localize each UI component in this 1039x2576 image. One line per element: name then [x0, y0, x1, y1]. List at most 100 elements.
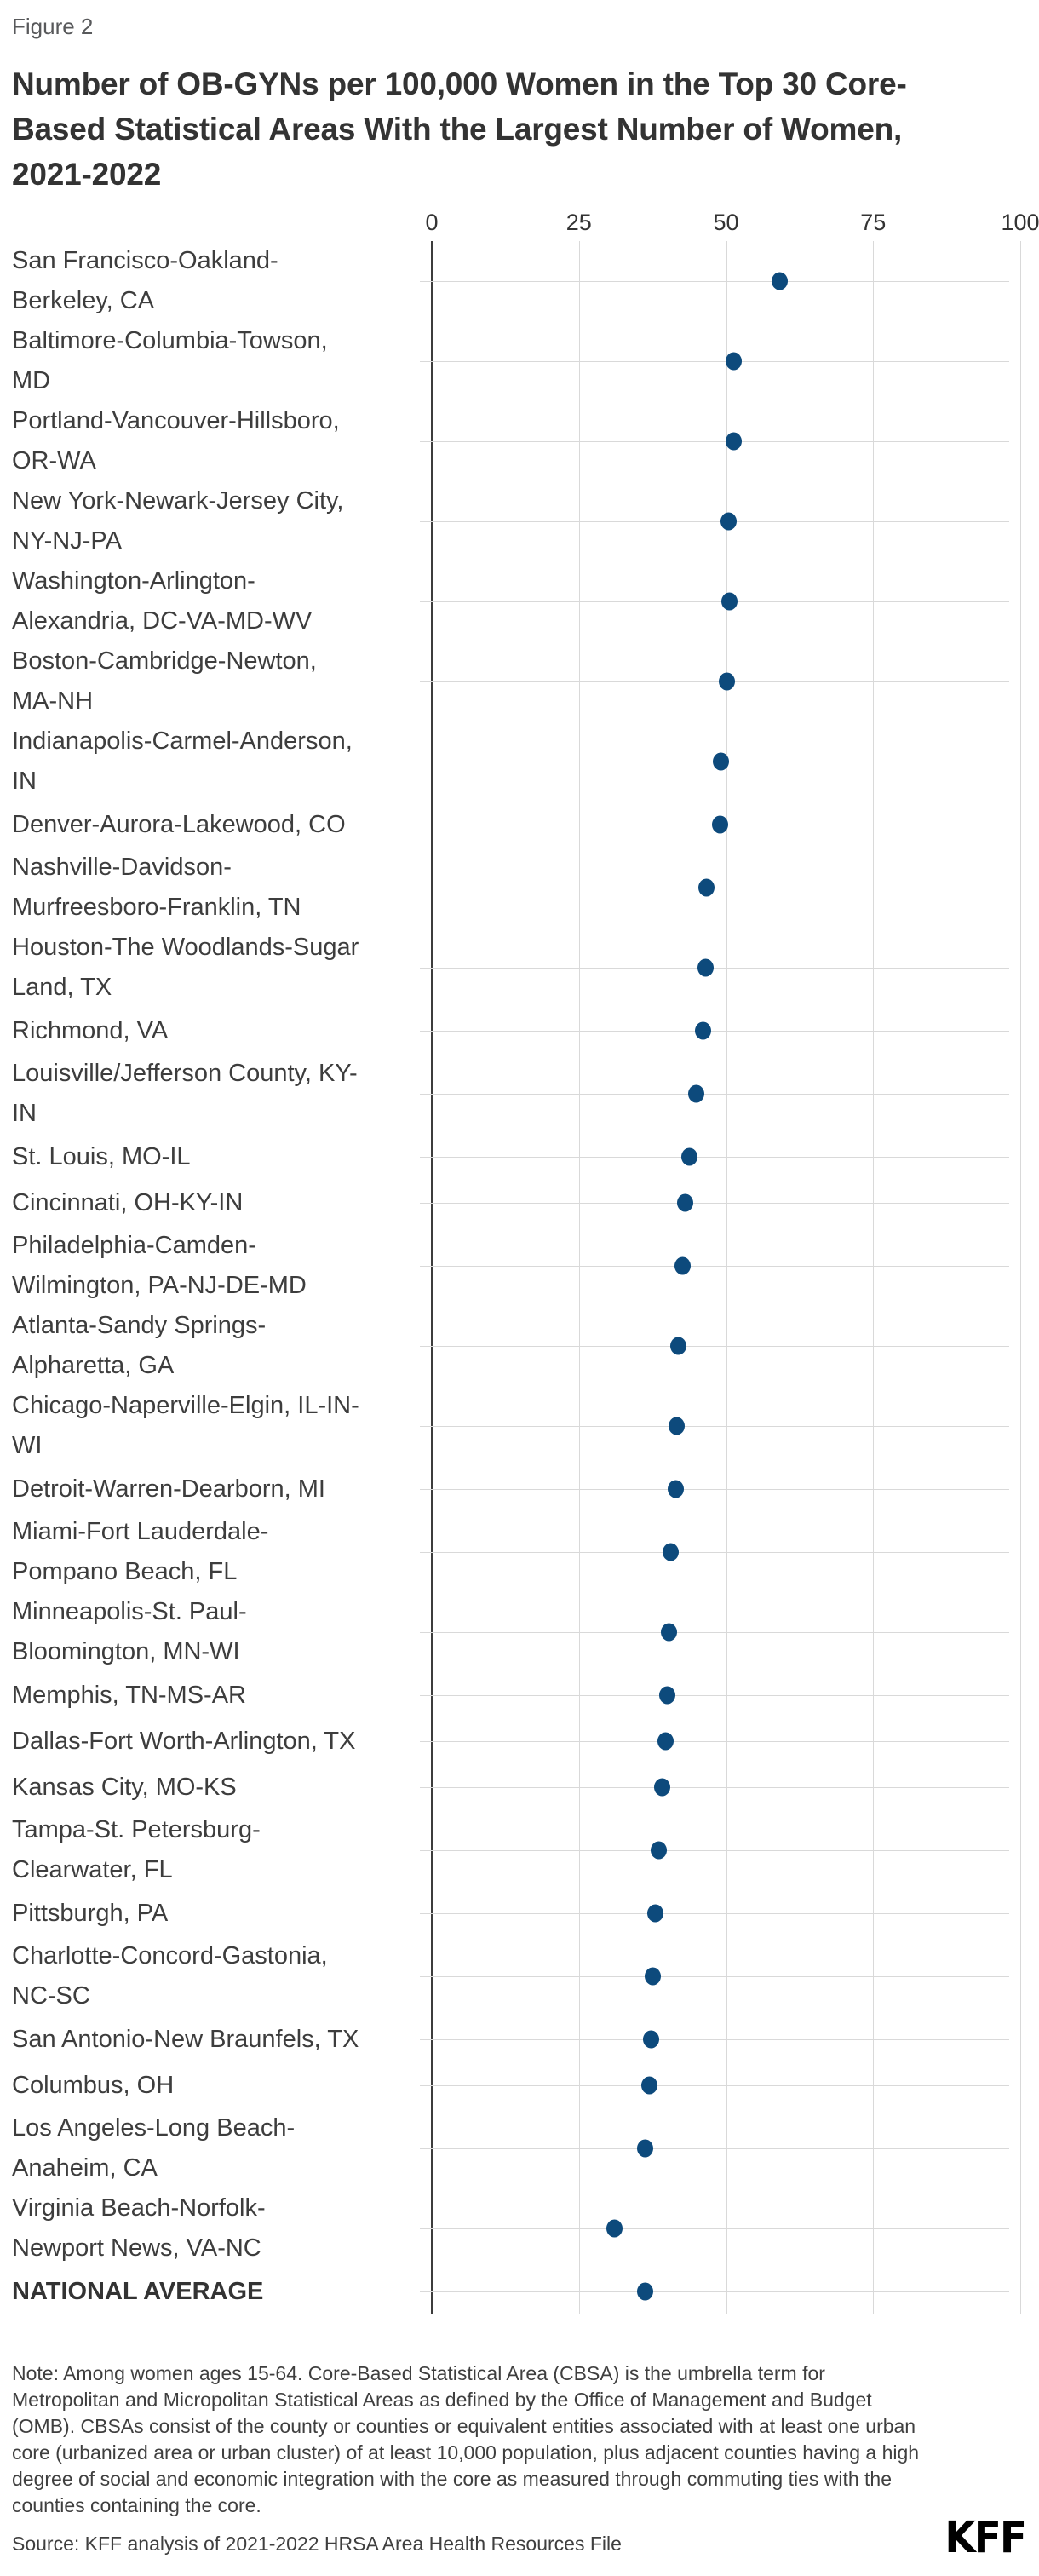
category-label: Minneapolis-St. Paul- Bloomington, MN-WI — [0, 1592, 420, 1672]
category-label: Dallas-Fort Worth-Arlington, TX — [0, 1722, 420, 1762]
category-label: Pittsburgh, PA — [0, 1894, 420, 1934]
data-point-dot — [637, 2139, 654, 2158]
category-label-line: Portland-Vancouver-Hillsboro, — [12, 407, 340, 434]
row-plot-cell — [420, 848, 1027, 928]
row-plot-cell — [420, 1054, 1027, 1134]
chart-row: Los Angeles-Long Beach- Anaheim, CA — [0, 2108, 1039, 2188]
data-point-dot — [677, 1193, 694, 1212]
row-gridline — [420, 1157, 1009, 1158]
category-label-line: Philadelphia-Camden- — [12, 1232, 256, 1259]
chart-row: Denver-Aurora-Lakewood, CO — [0, 802, 1039, 848]
chart-row: Charlotte-Concord-Gastonia, NC-SC — [0, 1936, 1039, 2016]
chart-row: Columbus, OH — [0, 2062, 1039, 2108]
category-label: Miami-Fort Lauderdale- Pompano Beach, FL — [0, 1512, 420, 1592]
row-gridline — [420, 1787, 1009, 1788]
figure-number-label: Figure 2 — [12, 14, 94, 39]
category-label-line: Kansas City, MO-KS — [12, 1773, 237, 1801]
row-plot-cell — [420, 401, 1027, 481]
category-label: Memphis, TN-MS-AR — [0, 1676, 420, 1716]
data-point-dot — [694, 1021, 711, 1040]
row-plot-cell — [420, 1134, 1027, 1180]
row-plot-cell — [420, 2188, 1027, 2268]
category-label-line: Louisville/Jefferson County, KY- — [12, 1060, 358, 1087]
chart-row: Atlanta-Sandy Springs- Alpharetta, GA — [0, 1306, 1039, 1386]
category-label-line: Baltimore-Columbia-Towson, — [12, 327, 328, 354]
note-text: Note: Among women ages 15-64. Core-Based… — [12, 2362, 920, 2516]
row-gridline — [420, 1741, 1009, 1742]
row-gridline — [420, 281, 1009, 282]
chart-row: Houston-The Woodlands-Sugar Land, TX — [0, 928, 1039, 1008]
row-plot-cell — [420, 1810, 1027, 1890]
chart-row: Minneapolis-St. Paul- Bloomington, MN-WI — [0, 1592, 1039, 1672]
row-plot-cell — [420, 2062, 1027, 2108]
category-label: Houston-The Woodlands-Sugar Land, TX — [0, 928, 420, 1008]
category-label: Charlotte-Concord-Gastonia, NC-SC — [0, 1936, 420, 2016]
chart-row: San Antonio-New Braunfels, TX — [0, 2016, 1039, 2062]
gridline-overlay — [0, 241, 1039, 2314]
category-label-line: Alexandria, DC-VA-MD-WV — [12, 607, 313, 635]
category-label-line: Indianapolis-Carmel-Anderson, — [12, 727, 353, 755]
row-gridline — [420, 1031, 1009, 1032]
x-axis-tick-label: 50 — [713, 210, 739, 235]
row-gridline — [420, 1346, 1009, 1347]
y-axis-line — [431, 241, 433, 2314]
category-label-line: OR-WA — [12, 447, 96, 474]
kff-logo: KFF — [944, 2512, 1027, 2564]
category-label: San Francisco-Oakland- Berkeley, CA — [0, 241, 420, 321]
vertical-gridline — [726, 241, 727, 2314]
data-point-dot — [658, 1686, 675, 1705]
category-label-line: Chicago-Naperville-Elgin, IL-IN- — [12, 1392, 359, 1419]
category-label-line: Columbus, OH — [12, 2071, 175, 2099]
category-label-line: Alpharetta, GA — [12, 1352, 175, 1379]
category-label-line: NY-NJ-PA — [12, 527, 122, 555]
category-label-line: Clearwater, FL — [12, 1856, 173, 1883]
vertical-gridline — [578, 241, 580, 2314]
data-point-dot — [653, 1778, 670, 1797]
data-point-dot — [674, 1256, 691, 1275]
row-plot-cell — [420, 561, 1027, 641]
row-gridline — [420, 601, 1009, 602]
row-gridline — [420, 1266, 1009, 1267]
row-plot-cell — [420, 1592, 1027, 1672]
chart-row: Louisville/Jefferson County, KY- IN — [0, 1054, 1039, 1134]
category-label-line: MD — [12, 367, 51, 394]
data-point-dot — [643, 2030, 660, 2049]
row-plot-cell — [420, 1764, 1027, 1810]
category-label-line: NATIONAL AVERAGE — [12, 2277, 264, 2305]
category-label-line: Dallas-Fort Worth-Arlington, TX — [12, 1727, 356, 1755]
row-plot-cell — [420, 1306, 1027, 1386]
row-plot-cell — [420, 802, 1027, 848]
data-point-dot — [660, 1623, 677, 1642]
category-label-line: Nashville-Davidson- — [12, 854, 232, 881]
category-label: Chicago-Naperville-Elgin, IL-IN- WI — [0, 1386, 420, 1466]
chart-row: Portland-Vancouver-Hillsboro, OR-WA — [0, 401, 1039, 481]
vertical-gridline — [873, 241, 875, 2314]
data-point-dot — [657, 1732, 674, 1751]
category-label: Portland-Vancouver-Hillsboro, OR-WA — [0, 401, 420, 481]
category-label-line: Washington-Arlington- — [12, 567, 255, 595]
row-plot-cell — [420, 1718, 1027, 1764]
data-point-dot — [651, 1841, 668, 1860]
data-point-dot — [711, 815, 728, 834]
data-point-dot — [669, 1337, 686, 1355]
chart-row: San Francisco-Oakland- Berkeley, CA — [0, 241, 1039, 321]
row-gridline — [420, 1850, 1009, 1851]
chart-row: Memphis, TN-MS-AR — [0, 1672, 1039, 1718]
category-label-line: Charlotte-Concord-Gastonia, — [12, 1942, 328, 1969]
category-label: Kansas City, MO-KS — [0, 1768, 420, 1808]
chart-row: Washington-Arlington- Alexandria, DC-VA-M… — [0, 561, 1039, 641]
chart-row: Philadelphia-Camden- Wilmington, PA-NJ-DE… — [0, 1226, 1039, 1306]
x-axis-tick-label: 0 — [425, 210, 439, 235]
row-plot-cell — [420, 641, 1027, 722]
data-point-dot — [720, 592, 738, 611]
chart-row: Tampa-St. Petersburg- Clearwater, FL — [0, 1810, 1039, 1890]
category-label: Atlanta-Sandy Springs- Alpharetta, GA — [0, 1306, 420, 1386]
category-label-line: Memphis, TN-MS-AR — [12, 1681, 246, 1709]
row-gridline — [420, 441, 1009, 442]
data-point-dot — [640, 2076, 657, 2095]
data-point-dot — [680, 1147, 697, 1166]
chart-row: Kansas City, MO-KS — [0, 1764, 1039, 1810]
row-plot-cell — [420, 1672, 1027, 1718]
data-point-dot — [668, 1480, 685, 1498]
